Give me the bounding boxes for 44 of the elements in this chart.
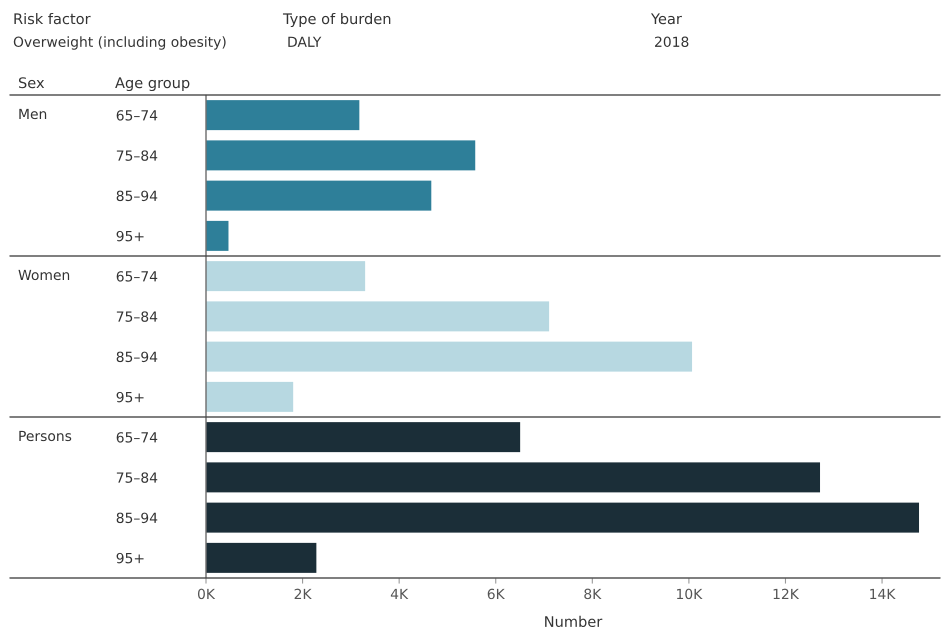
y-tick-label: 65–74 bbox=[116, 271, 158, 282]
y-tick-label: 95+ bbox=[116, 230, 144, 242]
bar bbox=[206, 541, 318, 574]
y-tick-label: 95+ bbox=[116, 392, 144, 402]
y-tick-label: 85–94 bbox=[116, 352, 158, 362]
text: Year bbox=[650, 13, 682, 24]
x-tick-label: 12K bbox=[774, 588, 800, 599]
y-tick-label: 75–84 bbox=[116, 150, 158, 161]
bar bbox=[206, 179, 433, 212]
y-tick-label: 85–94 bbox=[116, 190, 158, 202]
y-tick-label: 75–84 bbox=[116, 472, 158, 483]
bar bbox=[206, 460, 822, 494]
bar bbox=[206, 98, 361, 132]
bar bbox=[206, 219, 230, 252]
x-tick-label: 6K bbox=[488, 588, 505, 600]
text: Type of burden bbox=[282, 12, 390, 28]
text: Overweight (including obesity) bbox=[14, 36, 226, 50]
bar bbox=[206, 501, 920, 534]
x-tick-label: 4K bbox=[390, 588, 408, 599]
y-tick-label: 65–74 bbox=[116, 432, 158, 443]
text: Risk factor bbox=[14, 12, 91, 24]
bar bbox=[206, 138, 477, 172]
x-tick-label: 14K bbox=[870, 588, 896, 599]
text: 2018 bbox=[655, 36, 688, 48]
x-axis-title: Number bbox=[545, 616, 602, 628]
text: Persons bbox=[19, 430, 72, 442]
text: Age group bbox=[115, 77, 190, 92]
text: DALY bbox=[288, 36, 322, 47]
text: Men bbox=[19, 108, 46, 120]
x-tick-label: 2K bbox=[294, 588, 312, 599]
bar bbox=[206, 340, 694, 374]
x-tick-label: 8K bbox=[584, 588, 602, 600]
y-tick-label: 75–84 bbox=[116, 311, 158, 322]
y-tick-label: 65–74 bbox=[116, 110, 158, 121]
x-tick-label: 0K bbox=[198, 588, 216, 600]
y-tick-label: 85–94 bbox=[116, 512, 158, 524]
bar bbox=[206, 380, 295, 414]
text: Sex bbox=[18, 77, 44, 88]
x-tick-label: 10K bbox=[677, 588, 703, 600]
bar bbox=[206, 260, 367, 293]
bar bbox=[206, 300, 551, 333]
text: Women bbox=[18, 270, 70, 280]
bar bbox=[206, 420, 522, 454]
y-tick-label: 95+ bbox=[116, 552, 144, 564]
